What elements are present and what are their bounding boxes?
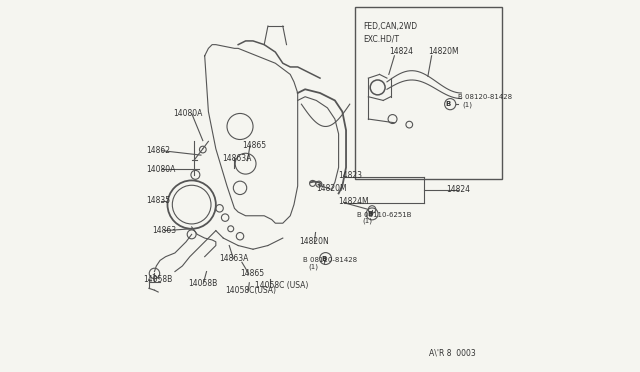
Text: 14824: 14824 <box>447 185 470 194</box>
Text: B: B <box>445 101 451 107</box>
Text: 14865: 14865 <box>240 269 264 278</box>
Text: 14862: 14862 <box>146 146 170 155</box>
Text: 14824M: 14824M <box>338 197 369 206</box>
Text: 14824: 14824 <box>389 47 413 56</box>
Text: 14820N: 14820N <box>300 237 330 246</box>
Text: 14820M: 14820M <box>316 185 347 193</box>
Text: B 08110-6251B: B 08110-6251B <box>357 212 412 218</box>
Text: (1): (1) <box>308 264 318 270</box>
Text: (1): (1) <box>362 218 372 224</box>
Text: 14823: 14823 <box>338 171 362 180</box>
Text: 14058B: 14058B <box>143 275 173 283</box>
Text: B 08120-81428: B 08120-81428 <box>458 94 512 100</box>
Text: B: B <box>321 256 326 262</box>
Bar <box>355 7 502 179</box>
Text: B: B <box>367 211 373 217</box>
Text: 14080A: 14080A <box>173 109 202 118</box>
Text: 14863: 14863 <box>152 226 177 235</box>
Text: 14058C(USA): 14058C(USA) <box>225 286 276 295</box>
Text: 14820M: 14820M <box>428 47 458 56</box>
Text: 14058B: 14058B <box>188 279 217 288</box>
Text: (1): (1) <box>463 101 472 108</box>
Text: A\'R 8  0003: A\'R 8 0003 <box>429 348 476 357</box>
Text: B 08120-81428: B 08120-81428 <box>303 257 357 263</box>
Text: 14863A: 14863A <box>222 154 252 163</box>
Text: 14863A: 14863A <box>220 254 249 263</box>
Text: FED,CAN,2WD
EXC.HD/T: FED,CAN,2WD EXC.HD/T <box>363 22 417 43</box>
Text: 14080A: 14080A <box>146 165 175 174</box>
Text: 14865: 14865 <box>242 141 266 150</box>
Text: 14835: 14835 <box>146 196 170 205</box>
Text: 14058C (USA): 14058C (USA) <box>255 281 308 290</box>
